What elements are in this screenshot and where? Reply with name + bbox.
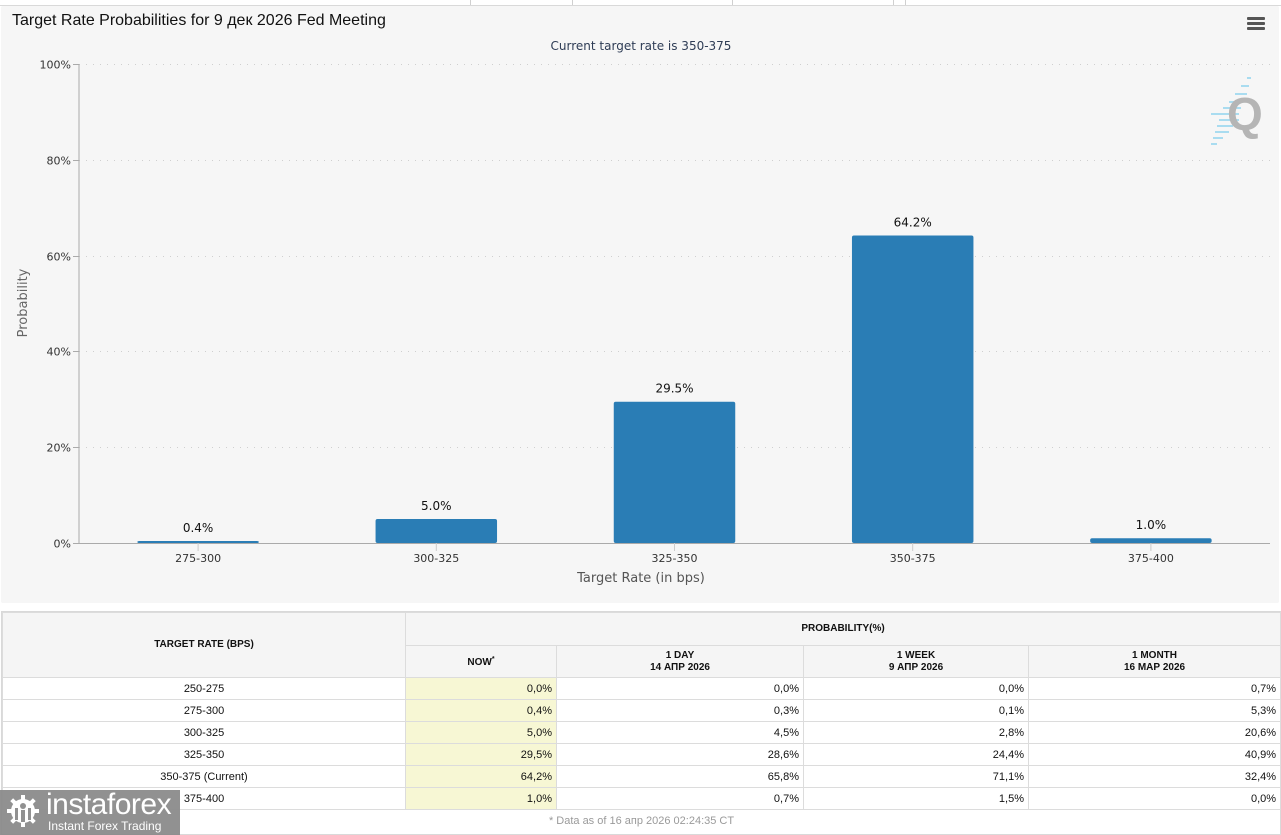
cell-1-month: 5,3% [1027, 699, 1281, 722]
svg-text:Q: Q [1227, 88, 1263, 140]
data-label: 1.0% [1136, 518, 1167, 532]
header-1-month: 1 MONTH 16 МАР 2026 [1027, 645, 1281, 678]
cell-now: 5,0% [405, 721, 557, 744]
cell-now: 0,4% [405, 699, 557, 722]
probability-bar-chart: Current target rate is 350-375 0% 20% 40% 6… [16, 39, 1270, 586]
x-tick-label: 300-325 [413, 552, 459, 565]
cell-now: 1,0% [405, 787, 557, 810]
x-axis-title: Target Rate (in bps) [576, 571, 705, 586]
bar-350-375[interactable] [851, 235, 974, 543]
y-axis-title: Probability [16, 268, 31, 337]
hamburger-menu-icon[interactable] [1247, 17, 1265, 33]
y-tick-label: 60% [47, 251, 71, 264]
bar-375-400[interactable] [1090, 538, 1212, 543]
cell-1-month: 0,7% [1027, 677, 1281, 700]
logo-tagline: Instant Forex Trading [48, 819, 162, 833]
table-row: 300-325 5,0% 4,5% 2,8% 20,6% [2, 721, 1281, 744]
header-1-week-label: 1 WEEK [896, 649, 936, 661]
cell-1-week: 0,1% [803, 699, 1029, 722]
tab-divider [905, 0, 906, 5]
tab-divider [572, 0, 573, 5]
cell-1-week: 1,5% [803, 787, 1029, 810]
cell-1-month: 0,0% [1027, 787, 1281, 810]
q-logo-icon: Q [1211, 77, 1263, 145]
cell-1-week: 24,4% [803, 743, 1029, 766]
table-row: 250-275 0,0% 0,0% 0,0% 0,7% [2, 677, 1281, 700]
header-now: NOW* [405, 645, 557, 678]
table-row: 325-350 29,5% 28,6% 24,4% 40,9% [2, 743, 1281, 766]
cell-rate: 250-275 [2, 677, 406, 700]
y-tick-label: 40% [47, 346, 71, 359]
data-timestamp-footnote: * Data as of 16 апр 2026 02:24:35 CT [548, 815, 735, 827]
header-probability: PROBABILITY(%) [404, 612, 1281, 646]
tab-divider [893, 0, 894, 5]
tab-divider [732, 0, 733, 5]
bars: 0.4% 5.0% 29.5% 64.2% 1.0% [137, 215, 1212, 543]
x-axis: 275-300 300-325 325-350 350-375 375-400 [79, 543, 1270, 565]
header-now-label: NOW [467, 657, 492, 668]
cell-1-week: 0,0% [803, 677, 1029, 700]
cell-rate: 275-300 [2, 699, 406, 722]
cell-1-day: 0,0% [556, 677, 804, 700]
table-footnote-row: * Data as of 16 апр 2026 02:24:35 CT [3, 810, 1281, 833]
header-1-month-date: 16 МАР 2026 [1123, 661, 1186, 673]
y-tick-label: 0% [54, 538, 71, 551]
data-label: 5.0% [421, 499, 452, 513]
y-tick-label: 20% [47, 442, 71, 455]
cell-1-day: 0,7% [556, 787, 804, 810]
cell-1-month: 32,4% [1027, 765, 1281, 788]
y-tick-label: 100% [40, 59, 71, 72]
header-1-day-date: 14 АПР 2026 [650, 661, 710, 673]
instaforex-gear-icon [7, 795, 39, 827]
instaforex-logo: instaforex Instant Forex Trading [0, 788, 180, 835]
data-label: 64.2% [894, 215, 932, 229]
probability-table-container: TARGET RATE (BPS) PROBABILITY(%) NOW* 1 … [1, 611, 1281, 835]
cell-1-day: 28,6% [556, 743, 804, 766]
header-now-asterisk: * [491, 656, 495, 663]
cell-1-day: 4,5% [556, 721, 804, 744]
x-tick-label: 375-400 [1128, 552, 1174, 565]
y-tick-label: 80% [47, 155, 71, 168]
cell-1-day: 0,3% [556, 699, 804, 722]
cell-1-day: 65,8% [556, 765, 804, 788]
x-tick-label: 325-350 [652, 552, 698, 565]
header-1-day: 1 DAY 14 АПР 2026 [556, 645, 804, 678]
y-axis: 0% 20% 40% 60% 80% 100% [40, 59, 80, 551]
cell-now: 29,5% [405, 743, 557, 766]
bar-325-350[interactable] [613, 401, 736, 543]
table-row: 350-375 (Current) 64,2% 65,8% 71,1% 32,4… [2, 765, 1281, 788]
probability-table: TARGET RATE (BPS) PROBABILITY(%) NOW* 1 … [2, 612, 1281, 832]
table-row: 375-400 1,0% 0,7% 1,5% 0,0% [2, 787, 1281, 810]
cell-now: 0,0% [405, 677, 557, 700]
cell-1-month: 40,9% [1027, 743, 1281, 766]
cell-rate: 300-325 [2, 721, 406, 744]
chart-title: Target Rate Probabilities for 9 дек 2026… [12, 12, 386, 29]
logo-brand-text: instaforex [46, 788, 172, 821]
header-1-month-label: 1 MONTH [1132, 649, 1178, 661]
cell-rate: 350-375 (Current) [2, 765, 406, 788]
data-label: 0.4% [183, 521, 214, 535]
cell-1-week: 71,1% [803, 765, 1029, 788]
cell-now: 64,2% [405, 765, 557, 788]
header-1-week-date: 9 АПР 2026 [888, 661, 944, 673]
bar-275-300[interactable] [137, 541, 259, 543]
x-tick-label: 275-300 [175, 552, 221, 565]
table-row: 275-300 0,4% 0,3% 0,1% 5,3% [2, 699, 1281, 722]
data-label: 29.5% [655, 382, 693, 396]
bar-300-325[interactable] [375, 519, 498, 543]
x-tick-label: 350-375 [890, 552, 936, 565]
header-target-rate: TARGET RATE (BPS) [2, 612, 406, 678]
header-1-week: 1 WEEK 9 АПР 2026 [803, 645, 1029, 678]
header-1-day-label: 1 DAY [665, 649, 695, 661]
cell-rate: 325-350 [2, 743, 406, 766]
tab-divider [470, 0, 471, 5]
cell-1-month: 20,6% [1027, 721, 1281, 744]
chart-subtitle: Current target rate is 350-375 [551, 39, 732, 53]
cell-1-week: 2,8% [803, 721, 1029, 744]
top-tab-strip [0, 0, 1281, 6]
